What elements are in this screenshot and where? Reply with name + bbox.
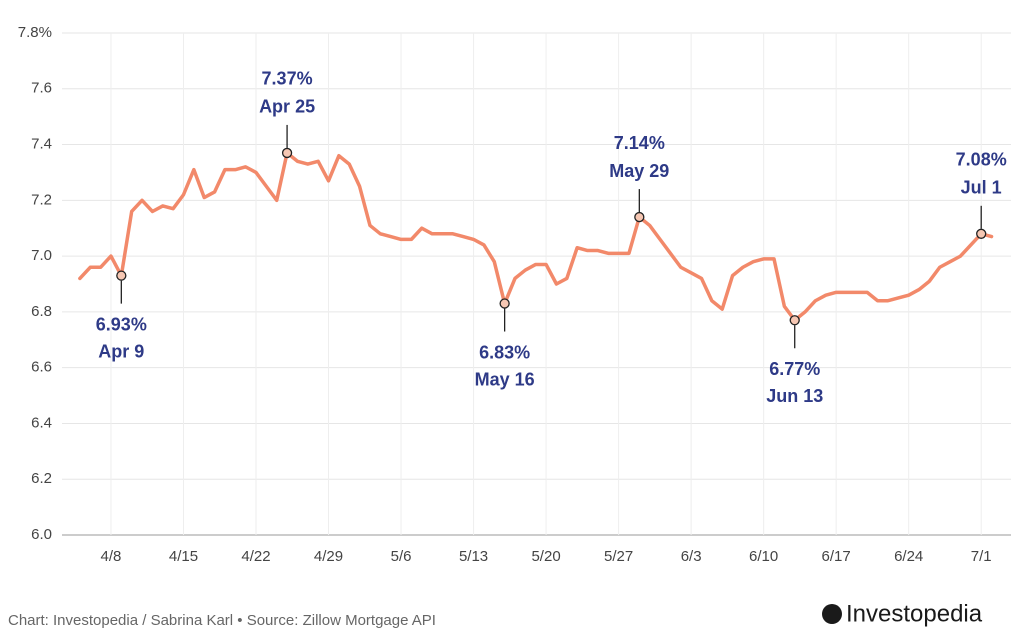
y-tick-label: 6.0: [31, 526, 52, 543]
y-tick-label: 6.8: [31, 303, 52, 320]
x-tick-label: 5/6: [391, 548, 412, 565]
source-note: Chart: Investopedia / Sabrina Karl • Sou…: [8, 612, 436, 629]
date-label: May 16: [475, 369, 535, 389]
date-label: Jul 1: [961, 178, 1002, 198]
x-tick-label: 6/3: [681, 548, 702, 565]
value-label: 6.77%: [769, 359, 820, 379]
y-tick-label: 6.4: [31, 414, 52, 431]
y-tick-label: 7.0: [31, 247, 52, 264]
marker: [634, 211, 645, 223]
y-tick-label: 7.6: [31, 80, 52, 97]
date-label: May 29: [609, 161, 669, 181]
value-label: 6.93%: [96, 314, 147, 334]
logo-icon: [822, 604, 842, 624]
y-tick-label: 7.2: [31, 191, 52, 208]
x-tick-label: 4/15: [169, 548, 198, 565]
value-label: 7.08%: [956, 150, 1007, 170]
y-tick-label: 7.4: [31, 136, 52, 153]
marker: [789, 315, 800, 326]
x-tick-label: 5/20: [531, 548, 560, 565]
marker: [976, 228, 987, 239]
date-label: Apr 9: [98, 341, 144, 361]
value-label: 7.37%: [262, 69, 313, 89]
x-tick-label: 4/22: [241, 548, 270, 565]
date-label: Apr 25: [259, 97, 315, 117]
value-label: 6.83%: [479, 342, 530, 362]
x-tick-label: 4/29: [314, 548, 343, 565]
line: [78, 151, 994, 323]
y-tick-label: 6.6: [31, 359, 52, 376]
x-tick-label: 4/8: [101, 548, 122, 565]
marker: [281, 147, 293, 159]
x-tick-label: 6/10: [749, 548, 778, 565]
x-tick-label: 5/13: [459, 548, 488, 565]
marker: [116, 270, 127, 281]
logo: Investopedia: [846, 600, 983, 627]
marker: [499, 298, 510, 309]
x-tick-label: 6/17: [822, 548, 851, 565]
y-tick-label: 6.2: [31, 470, 52, 487]
date-label: Jun 13: [766, 386, 823, 406]
x-tick-label: 6/24: [894, 548, 923, 565]
x-tick-label: 5/27: [604, 548, 633, 565]
value-label: 7.14%: [614, 133, 665, 153]
y-tick-label: 7.8%: [18, 24, 52, 41]
x-tick-label: 7/1: [971, 548, 992, 565]
